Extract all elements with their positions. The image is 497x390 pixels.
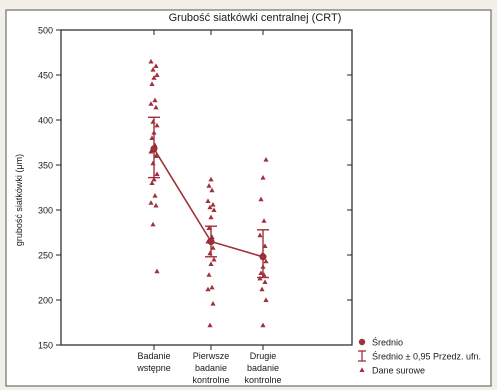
chart-title: Grubość siatkówki centralnej (CRT) [169,12,342,24]
raw-data-point [151,176,157,182]
raw-data-point [262,279,268,284]
raw-data-point [258,196,264,202]
raw-data-point [208,176,214,182]
y-tick-label: 400 [38,116,53,126]
raw-data-point [209,187,215,193]
raw-data-point [205,286,211,292]
raw-data-point [153,104,159,110]
mean-point [207,238,215,246]
y-tick-label: 300 [38,206,53,216]
x-tick-label: kontrolne [244,375,281,385]
raw-data-point [209,284,215,290]
raw-data-point [261,218,267,223]
y-tick-label: 200 [38,296,53,306]
raw-data-point [150,67,156,72]
x-tick-label: badanie [195,363,227,373]
x-tick-label: badanie [247,363,279,373]
legend-label: Średnio [372,337,403,348]
raw-data-point [154,171,160,176]
y-tick-label: 250 [38,251,53,261]
raw-data-point [207,322,213,328]
raw-data-point [154,268,160,274]
raw-data-point [211,256,217,262]
legend-label: Dane surowe [372,366,425,376]
raw-data-point [208,214,214,220]
raw-data-point [260,322,266,328]
raw-data-point [259,286,265,292]
raw-data-point [206,272,212,277]
x-tick-label: Pierwsze [193,351,230,361]
raw-data-point [149,180,155,185]
x-tick-label: Drugie [250,351,277,361]
mean-point [150,145,158,153]
raw-data-point [148,200,154,205]
legend-raw-symbol [359,367,365,372]
raw-data-point [154,122,160,128]
y-axis-label: grubość siatkówki (μm) [14,154,24,246]
y-tick-label: 150 [38,341,53,351]
raw-data-point [260,175,266,180]
raw-data-point [263,258,269,264]
x-tick-label: kontrolne [192,375,229,385]
raw-data-point [148,58,154,64]
raw-data-point [152,193,158,198]
raw-data-point [208,261,214,266]
raw-data-point [262,243,268,248]
raw-data-point [207,204,213,210]
raw-data-point [263,157,269,162]
raw-data-point [153,63,159,68]
raw-data-point [149,81,155,86]
raw-data-point [205,198,211,203]
raw-data-point [211,207,217,212]
raw-data-point [150,221,156,227]
plot-area [60,29,353,346]
raw-data-point [148,148,154,154]
raw-data-point [154,72,160,77]
x-tick-label: Badanie [137,351,170,361]
legend-label: Średnio ± 0,95 Przedz. ufn. [372,351,481,362]
y-tick-label: 350 [38,161,53,171]
raw-data-point [210,301,216,306]
raw-data-point [153,202,159,208]
mean-point [259,253,267,261]
raw-data-point [152,97,158,103]
raw-data-point [206,183,212,188]
raw-data-point [148,101,154,106]
raw-data-point [151,75,157,80]
legend-mean-symbol [358,338,366,346]
y-tick-label: 450 [38,71,53,81]
raw-data-point [210,202,216,207]
raw-data-point [257,232,263,238]
y-tick-label: 500 [38,26,53,36]
raw-data-point [263,297,269,302]
x-tick-label: wstępne [136,363,171,373]
